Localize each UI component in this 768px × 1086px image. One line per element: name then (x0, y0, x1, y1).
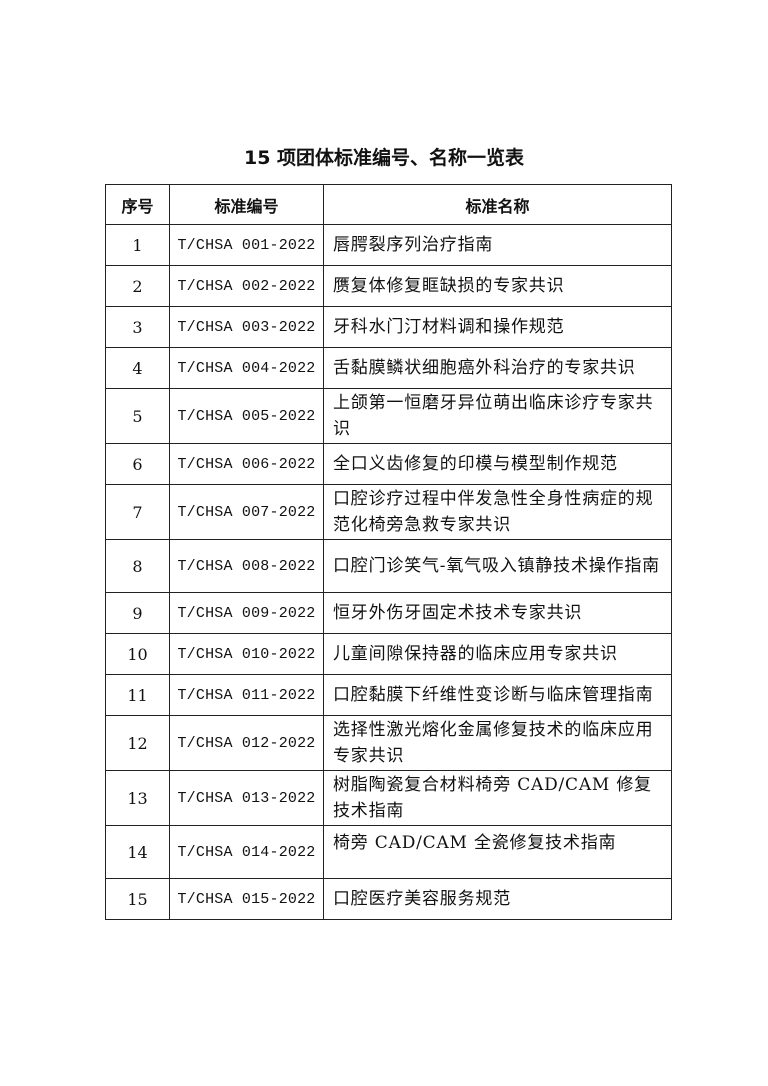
cell-name: 赝复体修复眶缺损的专家共识 (323, 265, 672, 307)
table-row: 6 T/CHSA 006-2022 全口义齿修复的印模与模型制作规范 (105, 443, 672, 485)
cell-name: 全口义齿修复的印模与模型制作规范 (323, 443, 672, 485)
table-row: 15 T/CHSA 015-2022 口腔医疗美容服务规范 (105, 878, 672, 920)
cell-no: 1 (105, 224, 170, 266)
cell-name: 口腔诊疗过程中伴发急性全身性病症的规范化椅旁急救专家共识 (323, 484, 672, 540)
cell-no: 8 (105, 539, 170, 593)
cell-name: 上颌第一恒磨牙异位萌出临床诊疗专家共识 (323, 388, 672, 444)
table-row: 4 T/CHSA 004-2022 舌黏膜鳞状细胞癌外科治疗的专家共识 (105, 347, 672, 389)
header-no: 序号 (105, 184, 170, 225)
cell-name: 口腔门诊笑气-氧气吸入镇静技术操作指南 (323, 539, 672, 593)
cell-no: 6 (105, 443, 170, 485)
cell-code: T/CHSA 002-2022 (169, 265, 324, 307)
cell-name: 椅旁 CAD/CAM 全瓷修复技术指南 (323, 825, 672, 879)
cell-code: T/CHSA 004-2022 (169, 347, 324, 389)
table-row: 7 T/CHSA 007-2022 口腔诊疗过程中伴发急性全身性病症的规范化椅旁急救… (105, 484, 672, 540)
table-row: 3 T/CHSA 003-2022 牙科水门汀材料调和操作规范 (105, 306, 672, 348)
cell-no: 3 (105, 306, 170, 348)
header-name: 标准名称 (323, 184, 672, 225)
cell-name: 口腔医疗美容服务规范 (323, 878, 672, 920)
cell-code: T/CHSA 011-2022 (169, 674, 324, 716)
cell-code: T/CHSA 009-2022 (169, 592, 324, 634)
cell-name: 树脂陶瓷复合材料椅旁 CAD/CAM 修复技术指南 (323, 770, 672, 826)
cell-code: T/CHSA 006-2022 (169, 443, 324, 485)
cell-no: 14 (105, 825, 170, 879)
cell-name: 口腔黏膜下纤维性变诊断与临床管理指南 (323, 674, 672, 716)
cell-no: 13 (105, 770, 170, 826)
table-row: 10 T/CHSA 010-2022 儿童间隙保持器的临床应用专家共识 (105, 633, 672, 675)
table-row: 2 T/CHSA 002-2022 赝复体修复眶缺损的专家共识 (105, 265, 672, 307)
cell-name: 儿童间隙保持器的临床应用专家共识 (323, 633, 672, 675)
cell-name: 舌黏膜鳞状细胞癌外科治疗的专家共识 (323, 347, 672, 389)
cell-code: T/CHSA 014-2022 (169, 825, 324, 879)
table-row: 5 T/CHSA 005-2022 上颌第一恒磨牙异位萌出临床诊疗专家共识 (105, 388, 672, 444)
cell-no: 5 (105, 388, 170, 444)
cell-no: 11 (105, 674, 170, 716)
page-title: 15 项团体标准编号、名称一览表 (243, 147, 525, 169)
header-code: 标准编号 (169, 184, 324, 225)
cell-name: 唇腭裂序列治疗指南 (323, 224, 672, 266)
table-row: 8 T/CHSA 008-2022 口腔门诊笑气-氧气吸入镇静技术操作指南 (105, 539, 672, 593)
table-row: 12 T/CHSA 012-2022 选择性激光熔化金属修复技术的临床应用专家共识 (105, 715, 672, 771)
cell-code: T/CHSA 013-2022 (169, 770, 324, 826)
cell-code: T/CHSA 015-2022 (169, 878, 324, 920)
cell-no: 9 (105, 592, 170, 634)
cell-code: T/CHSA 008-2022 (169, 539, 324, 593)
cell-name: 牙科水门汀材料调和操作规范 (323, 306, 672, 348)
cell-code: T/CHSA 007-2022 (169, 484, 324, 540)
cell-no: 10 (105, 633, 170, 675)
cell-no: 4 (105, 347, 170, 389)
cell-code: T/CHSA 003-2022 (169, 306, 324, 348)
cell-code: T/CHSA 001-2022 (169, 224, 324, 266)
table-header-row: 序号 标准编号 标准名称 (105, 184, 672, 225)
table-row: 9 T/CHSA 009-2022 恒牙外伤牙固定术技术专家共识 (105, 592, 672, 634)
standards-table: 序号 标准编号 标准名称 1 T/CHSA 001-2022 唇腭裂序列治疗指南 2 T… (105, 184, 672, 920)
cell-name: 选择性激光熔化金属修复技术的临床应用专家共识 (323, 715, 672, 771)
table-row: 13 T/CHSA 013-2022 树脂陶瓷复合材料椅旁 CAD/CAM 修复技术… (105, 770, 672, 826)
cell-no: 7 (105, 484, 170, 540)
cell-name: 恒牙外伤牙固定术技术专家共识 (323, 592, 672, 634)
cell-no: 12 (105, 715, 170, 771)
cell-no: 15 (105, 878, 170, 920)
cell-code: T/CHSA 005-2022 (169, 388, 324, 444)
cell-code: T/CHSA 010-2022 (169, 633, 324, 675)
table-row: 1 T/CHSA 001-2022 唇腭裂序列治疗指南 (105, 224, 672, 266)
table-row: 14 T/CHSA 014-2022 椅旁 CAD/CAM 全瓷修复技术指南 (105, 825, 672, 879)
cell-code: T/CHSA 012-2022 (169, 715, 324, 771)
cell-no: 2 (105, 265, 170, 307)
table-row: 11 T/CHSA 011-2022 口腔黏膜下纤维性变诊断与临床管理指南 (105, 674, 672, 716)
